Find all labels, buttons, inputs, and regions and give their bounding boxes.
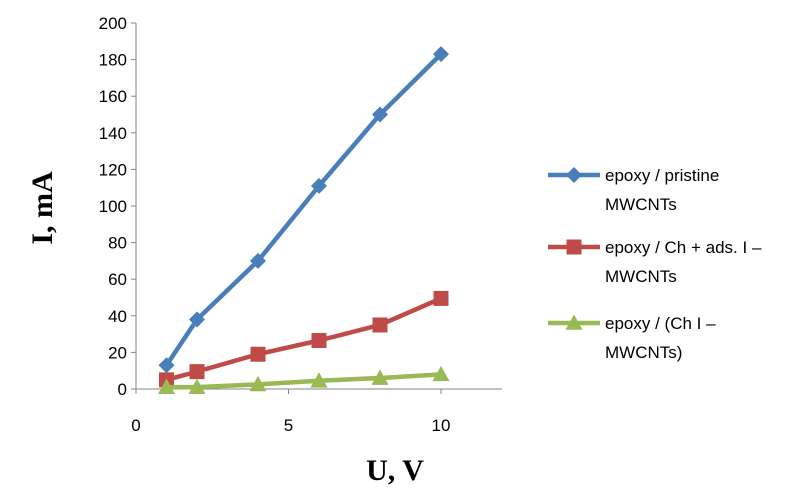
- y-tick-label: 160: [99, 87, 127, 106]
- data-point: [310, 372, 328, 388]
- legend-label: epoxy / (Ch I –: [605, 314, 716, 333]
- legend-entry: epoxy / (Ch I – MWCNTs): [548, 314, 716, 362]
- x-tick-label: 10: [432, 416, 451, 435]
- y-axis-title: I, mA: [26, 171, 59, 245]
- legend-entry: epoxy / Ch + ads. I – MWCNTs: [548, 238, 762, 286]
- y-tick-label: 100: [99, 197, 127, 216]
- x-axis-title: U, V: [366, 454, 424, 487]
- data-point: [250, 252, 266, 269]
- data-point: [433, 46, 449, 63]
- series-line: [166, 372, 442, 390]
- plot-series: [158, 46, 450, 394]
- data-point: [311, 177, 327, 194]
- legend-marker: [566, 239, 582, 255]
- y-tick-label: 20: [108, 343, 127, 362]
- data-point: [311, 333, 327, 349]
- data-point: [372, 106, 388, 123]
- data-point: [372, 317, 388, 333]
- data-point: [371, 369, 389, 385]
- x-tick-label: 5: [284, 416, 293, 435]
- y-tick-label: 200: [99, 14, 127, 33]
- series-1: [158, 46, 449, 374]
- legend-label: MWCNTs: [605, 195, 677, 214]
- data-point: [158, 357, 175, 374]
- y-tick-label: 180: [99, 51, 127, 70]
- y-tick-label: 40: [108, 307, 127, 326]
- y-tick-label: 120: [99, 160, 127, 179]
- data-point: [158, 378, 175, 394]
- legend-label: epoxy / Ch + ads. I –: [605, 238, 762, 257]
- plot-axes: 0 20 40 60 80 100 120 140 160 180 200 0 5 10: [99, 14, 502, 435]
- data-point: [189, 311, 205, 328]
- y-tick-label: 0: [118, 380, 127, 399]
- legend-entry: epoxy / pristine MWCNTs: [548, 166, 719, 214]
- data-point: [432, 365, 450, 382]
- x-tick-label: 0: [131, 416, 140, 435]
- series-3: [158, 365, 450, 394]
- data-point: [249, 375, 267, 392]
- legend-marker: [565, 314, 583, 330]
- data-point: [188, 378, 206, 394]
- y-tick-label: 80: [108, 234, 127, 253]
- legend-label: MWCNTs: [605, 267, 677, 286]
- legend-label: epoxy / pristine: [605, 166, 719, 185]
- series-line: [164, 52, 443, 367]
- legend-marker: [566, 167, 582, 183]
- legend-label: MWCNTs): [605, 343, 682, 362]
- y-tick-label: 60: [108, 270, 127, 289]
- data-point: [433, 290, 449, 306]
- series-2: [159, 290, 449, 388]
- data-point: [189, 364, 205, 380]
- y-tick-label: 140: [99, 124, 127, 143]
- data-point: [250, 346, 266, 362]
